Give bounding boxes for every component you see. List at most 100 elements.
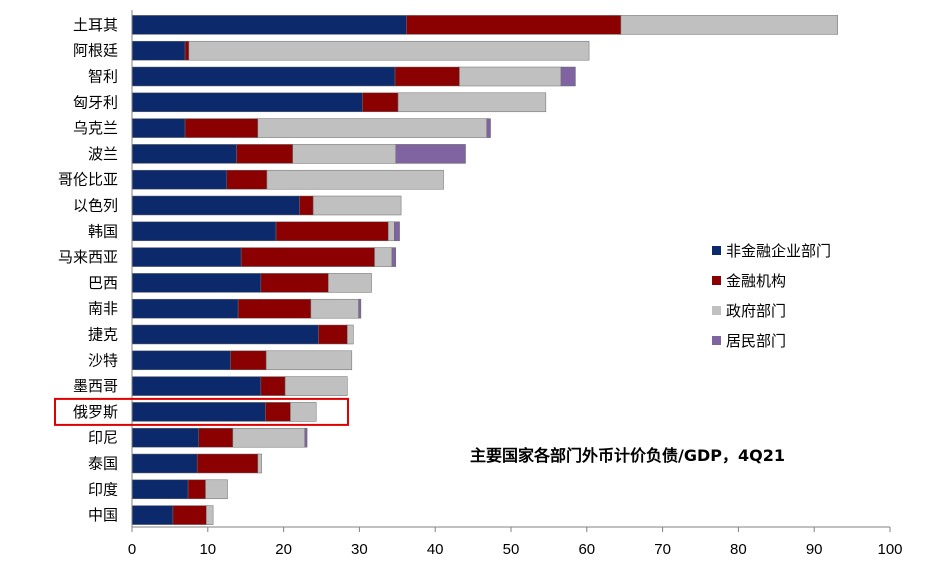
bar-segment xyxy=(397,92,547,113)
bar-segment xyxy=(187,479,206,500)
category-label: 哥伦比亚 xyxy=(58,171,118,189)
category-label: 沙特 xyxy=(88,351,118,369)
x-tick-label: 20 xyxy=(275,541,292,558)
bar-segment xyxy=(312,195,402,216)
x-tick-label: 90 xyxy=(806,541,823,558)
bar-segment xyxy=(459,66,562,87)
bar-segment xyxy=(290,402,317,422)
category-label: 印尼 xyxy=(88,429,118,447)
bar-segment xyxy=(237,298,312,319)
legend-label: 金融机构 xyxy=(726,272,786,290)
bar-segment xyxy=(284,376,348,396)
bar-segment xyxy=(391,247,397,267)
bar-segment xyxy=(232,427,306,448)
bar-segment xyxy=(184,118,259,138)
bar-segment xyxy=(131,505,174,525)
bar-segment xyxy=(358,298,362,319)
bar-segment xyxy=(236,144,293,164)
legend-swatch xyxy=(712,246,721,255)
legend-swatch xyxy=(712,306,721,315)
bar-segment xyxy=(131,427,199,448)
category-label: 墨西哥 xyxy=(73,377,118,395)
x-tick-label: 10 xyxy=(199,541,216,558)
bar-segment xyxy=(131,66,396,87)
bar-segment xyxy=(131,247,242,267)
bar-segment xyxy=(188,40,590,61)
bar-segment xyxy=(131,350,231,371)
bar-segment xyxy=(266,169,444,190)
category-label: 匈牙利 xyxy=(73,93,118,111)
bar-segment xyxy=(486,118,491,138)
bar-segment xyxy=(265,402,291,422)
bar-segment xyxy=(304,427,308,448)
bar-segment xyxy=(310,298,359,319)
bars-group xyxy=(131,15,838,525)
bar-segment xyxy=(260,273,329,293)
x-tick-label: 100 xyxy=(877,541,902,558)
legend-label: 政府部门 xyxy=(726,302,786,320)
bar-segment xyxy=(131,92,363,113)
bar-segment xyxy=(292,144,397,164)
bar-segment xyxy=(131,195,300,216)
category-label: 印度 xyxy=(88,480,118,498)
bar-segment xyxy=(131,273,262,293)
x-tick-label: 50 xyxy=(503,541,520,558)
category-label: 俄罗斯 xyxy=(73,403,118,421)
x-tick-label: 40 xyxy=(427,541,444,558)
bar-segment xyxy=(620,15,838,35)
bar-segment xyxy=(205,479,228,500)
category-label: 以色列 xyxy=(73,197,118,215)
legend-swatch xyxy=(712,336,721,345)
category-label: 中国 xyxy=(88,506,118,524)
bar-segment xyxy=(347,324,354,345)
bar-segment xyxy=(131,15,407,35)
bar-segment xyxy=(299,195,314,216)
bar-segment xyxy=(560,66,576,87)
bar-segment xyxy=(260,376,286,396)
bar-segment xyxy=(362,92,399,113)
bar-segment xyxy=(240,247,375,267)
bar-segment xyxy=(131,376,262,396)
category-labels: 土耳其阿根廷智利匈牙利乌克兰波兰哥伦比亚以色列韩国马来西亚巴西南非捷克沙特墨西哥… xyxy=(58,16,118,524)
x-tick-label: 0 xyxy=(128,541,136,558)
category-label: 阿根廷 xyxy=(73,42,118,60)
category-label: 捷克 xyxy=(88,326,118,344)
bar-segment xyxy=(196,453,259,474)
bar-segment xyxy=(230,350,267,371)
bar-segment xyxy=(198,427,234,448)
bar-segment xyxy=(257,118,487,138)
legend-label: 居民部门 xyxy=(726,332,786,350)
bar-segment xyxy=(395,144,466,164)
bar-segment xyxy=(318,324,348,345)
x-axis: 0 10 20 30 40 50 60 70 80 90 100 xyxy=(128,10,903,558)
x-tick-label: 30 xyxy=(351,541,368,558)
bar-segment xyxy=(131,298,239,319)
category-label: 土耳其 xyxy=(73,16,118,34)
bar-segment xyxy=(131,118,186,138)
category-label: 巴西 xyxy=(88,274,118,292)
bar-segment xyxy=(131,324,319,345)
bar-segment xyxy=(387,221,395,242)
category-label: 泰国 xyxy=(88,455,118,473)
legend-label: 非金融企业部门 xyxy=(726,242,831,260)
category-label: 马来西亚 xyxy=(58,248,118,266)
bar-segment xyxy=(206,505,214,525)
bar-segment xyxy=(394,66,460,87)
bar-segment xyxy=(265,350,353,371)
x-tick-label: 70 xyxy=(654,541,671,558)
bar-segment xyxy=(257,453,262,474)
category-label: 韩国 xyxy=(88,222,118,240)
bar-segment xyxy=(406,15,622,35)
chart-title: 主要国家各部门外币计价负债/GDP，4Q21 xyxy=(470,446,785,465)
category-label: 智利 xyxy=(88,68,118,86)
bar-segment xyxy=(131,479,189,500)
bar-segment xyxy=(328,273,372,293)
category-label: 南非 xyxy=(88,300,118,318)
x-tick-label: 60 xyxy=(578,541,595,558)
x-tick-label: 80 xyxy=(730,541,747,558)
bar-segment xyxy=(131,402,266,422)
bar-segment xyxy=(172,505,207,525)
